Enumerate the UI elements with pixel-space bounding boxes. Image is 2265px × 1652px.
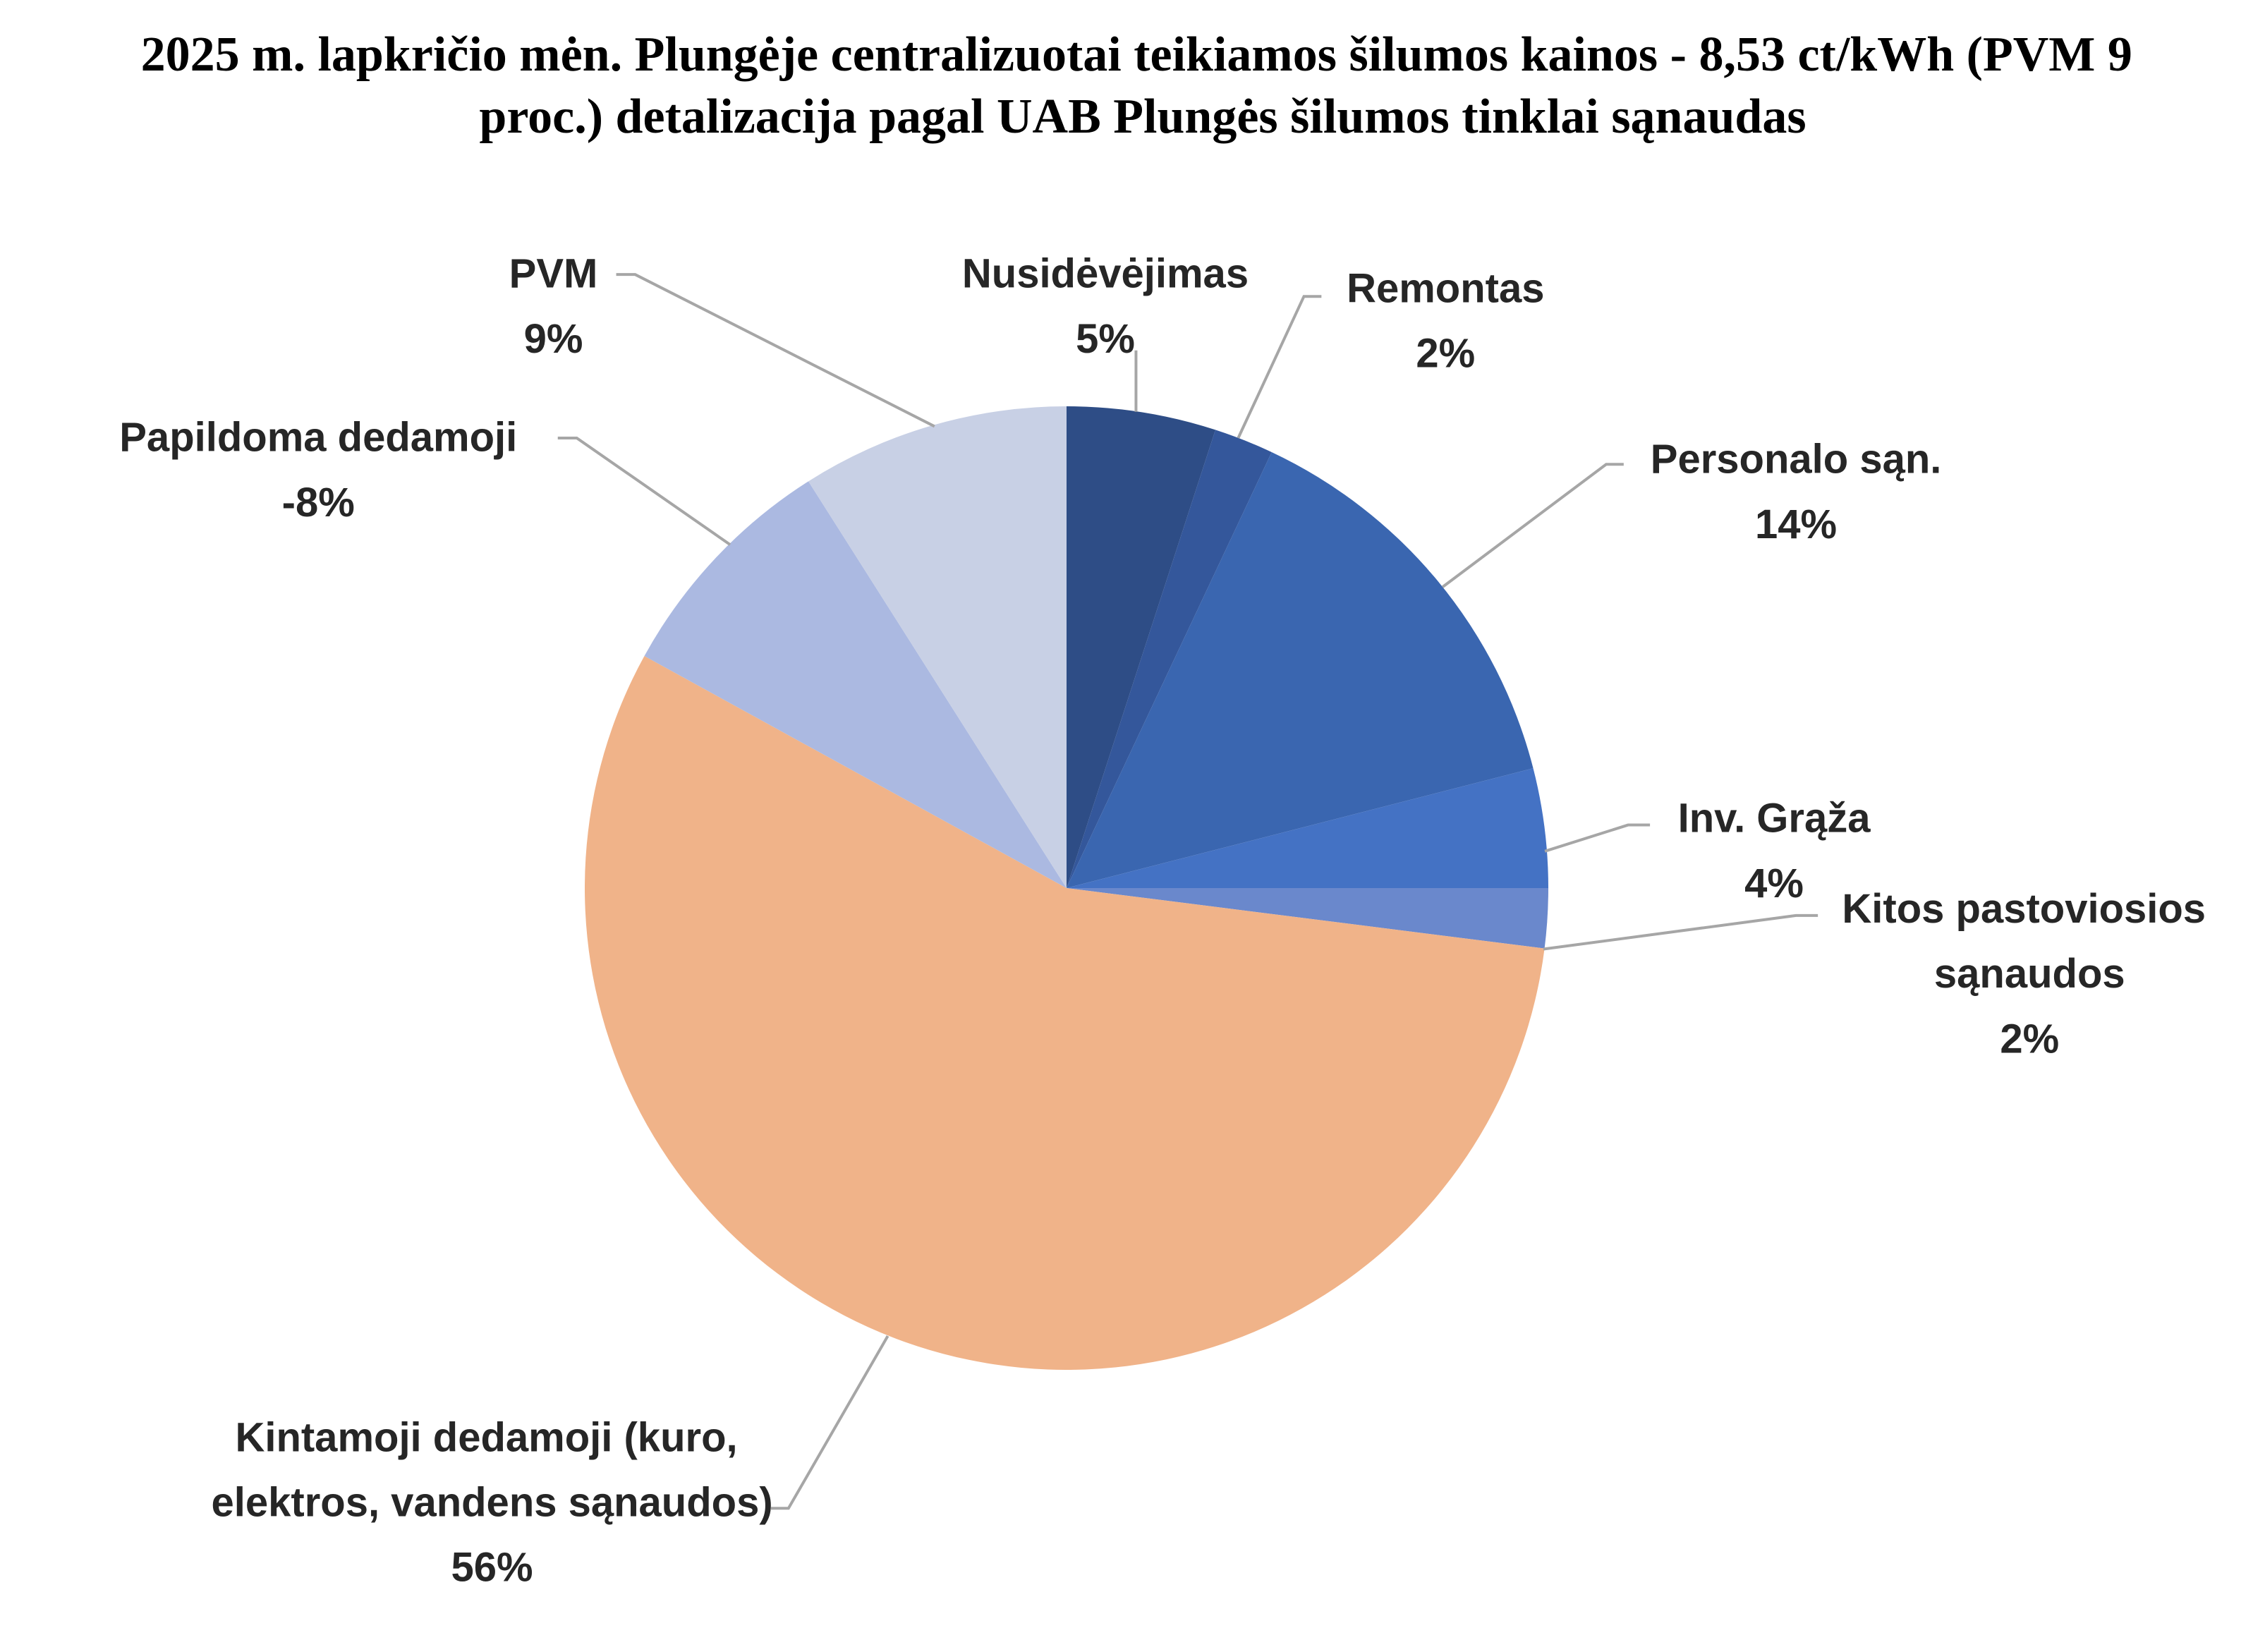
data-label-value: 5% bbox=[1076, 316, 1135, 362]
pie-slice bbox=[584, 655, 1545, 1371]
pie-slice bbox=[1067, 406, 1216, 888]
data-label-name: Papildoma dedamoji bbox=[119, 415, 517, 461]
data-label-value: 9% bbox=[524, 316, 583, 362]
pie-slice bbox=[1067, 888, 1548, 949]
data-label-value: 4% bbox=[1744, 861, 1804, 906]
text-line: proc.) detalizacija pagal UAB Plungės ši… bbox=[479, 90, 1806, 144]
data-label-name: Nusidėvėjimas bbox=[962, 251, 1249, 297]
data-label-value: -8% bbox=[282, 480, 355, 526]
leader-line bbox=[616, 273, 935, 428]
chart-title: 2025 m. lapkričio mėn. Plungėje centrali… bbox=[141, 28, 2145, 144]
text-line: Nusidėvėjimas bbox=[962, 251, 1249, 297]
data-label-name: PVM bbox=[509, 251, 598, 297]
leader-line bbox=[1543, 913, 1818, 951]
leader-line bbox=[1441, 463, 1624, 588]
text-line: elektros, vandens sąnaudos) bbox=[212, 1480, 773, 1526]
data-label-value: 14% bbox=[1755, 502, 1837, 547]
data-label-name: Kitos pastoviosios sąnaudos bbox=[1842, 886, 2217, 997]
text-line: Personalo sąn. bbox=[1651, 437, 1942, 482]
text-line: Kitos pastoviosios bbox=[1842, 886, 2217, 932]
pie-slice bbox=[1067, 768, 1548, 888]
leader-line bbox=[1544, 823, 1651, 853]
data-label-name: Remontas bbox=[1347, 266, 1544, 312]
text-line: PVM bbox=[509, 251, 598, 297]
text-line: sąnaudos bbox=[1934, 951, 2125, 997]
leader-line bbox=[1237, 295, 1322, 439]
pie-slice bbox=[1067, 452, 1534, 888]
text-line: Papildoma dedamoji bbox=[119, 415, 517, 461]
text-line: Inv. Grąža bbox=[1678, 796, 1871, 842]
leader-line bbox=[770, 1335, 889, 1510]
pie-slice bbox=[808, 406, 1067, 888]
data-label-name: Kintamoji dedamoji (kuro, elektros, vand… bbox=[212, 1415, 773, 1526]
text-line: Remontas bbox=[1347, 266, 1544, 312]
text-line: 2025 m. lapkričio mėn. Plungėje centrali… bbox=[141, 28, 2145, 82]
data-label-name: Personalo sąn. bbox=[1651, 437, 1942, 482]
text-line: Kintamoji dedamoji (kuro, bbox=[235, 1415, 748, 1461]
pie-slice bbox=[644, 481, 1067, 888]
data-label-value: 2% bbox=[1416, 331, 1475, 377]
leader-line bbox=[557, 437, 731, 546]
data-label-name: Inv. Grąža bbox=[1678, 796, 1871, 842]
data-label-value: 2% bbox=[2000, 1016, 2059, 1062]
data-label-value: 56% bbox=[451, 1545, 533, 1591]
pie-slice bbox=[1067, 430, 1272, 888]
